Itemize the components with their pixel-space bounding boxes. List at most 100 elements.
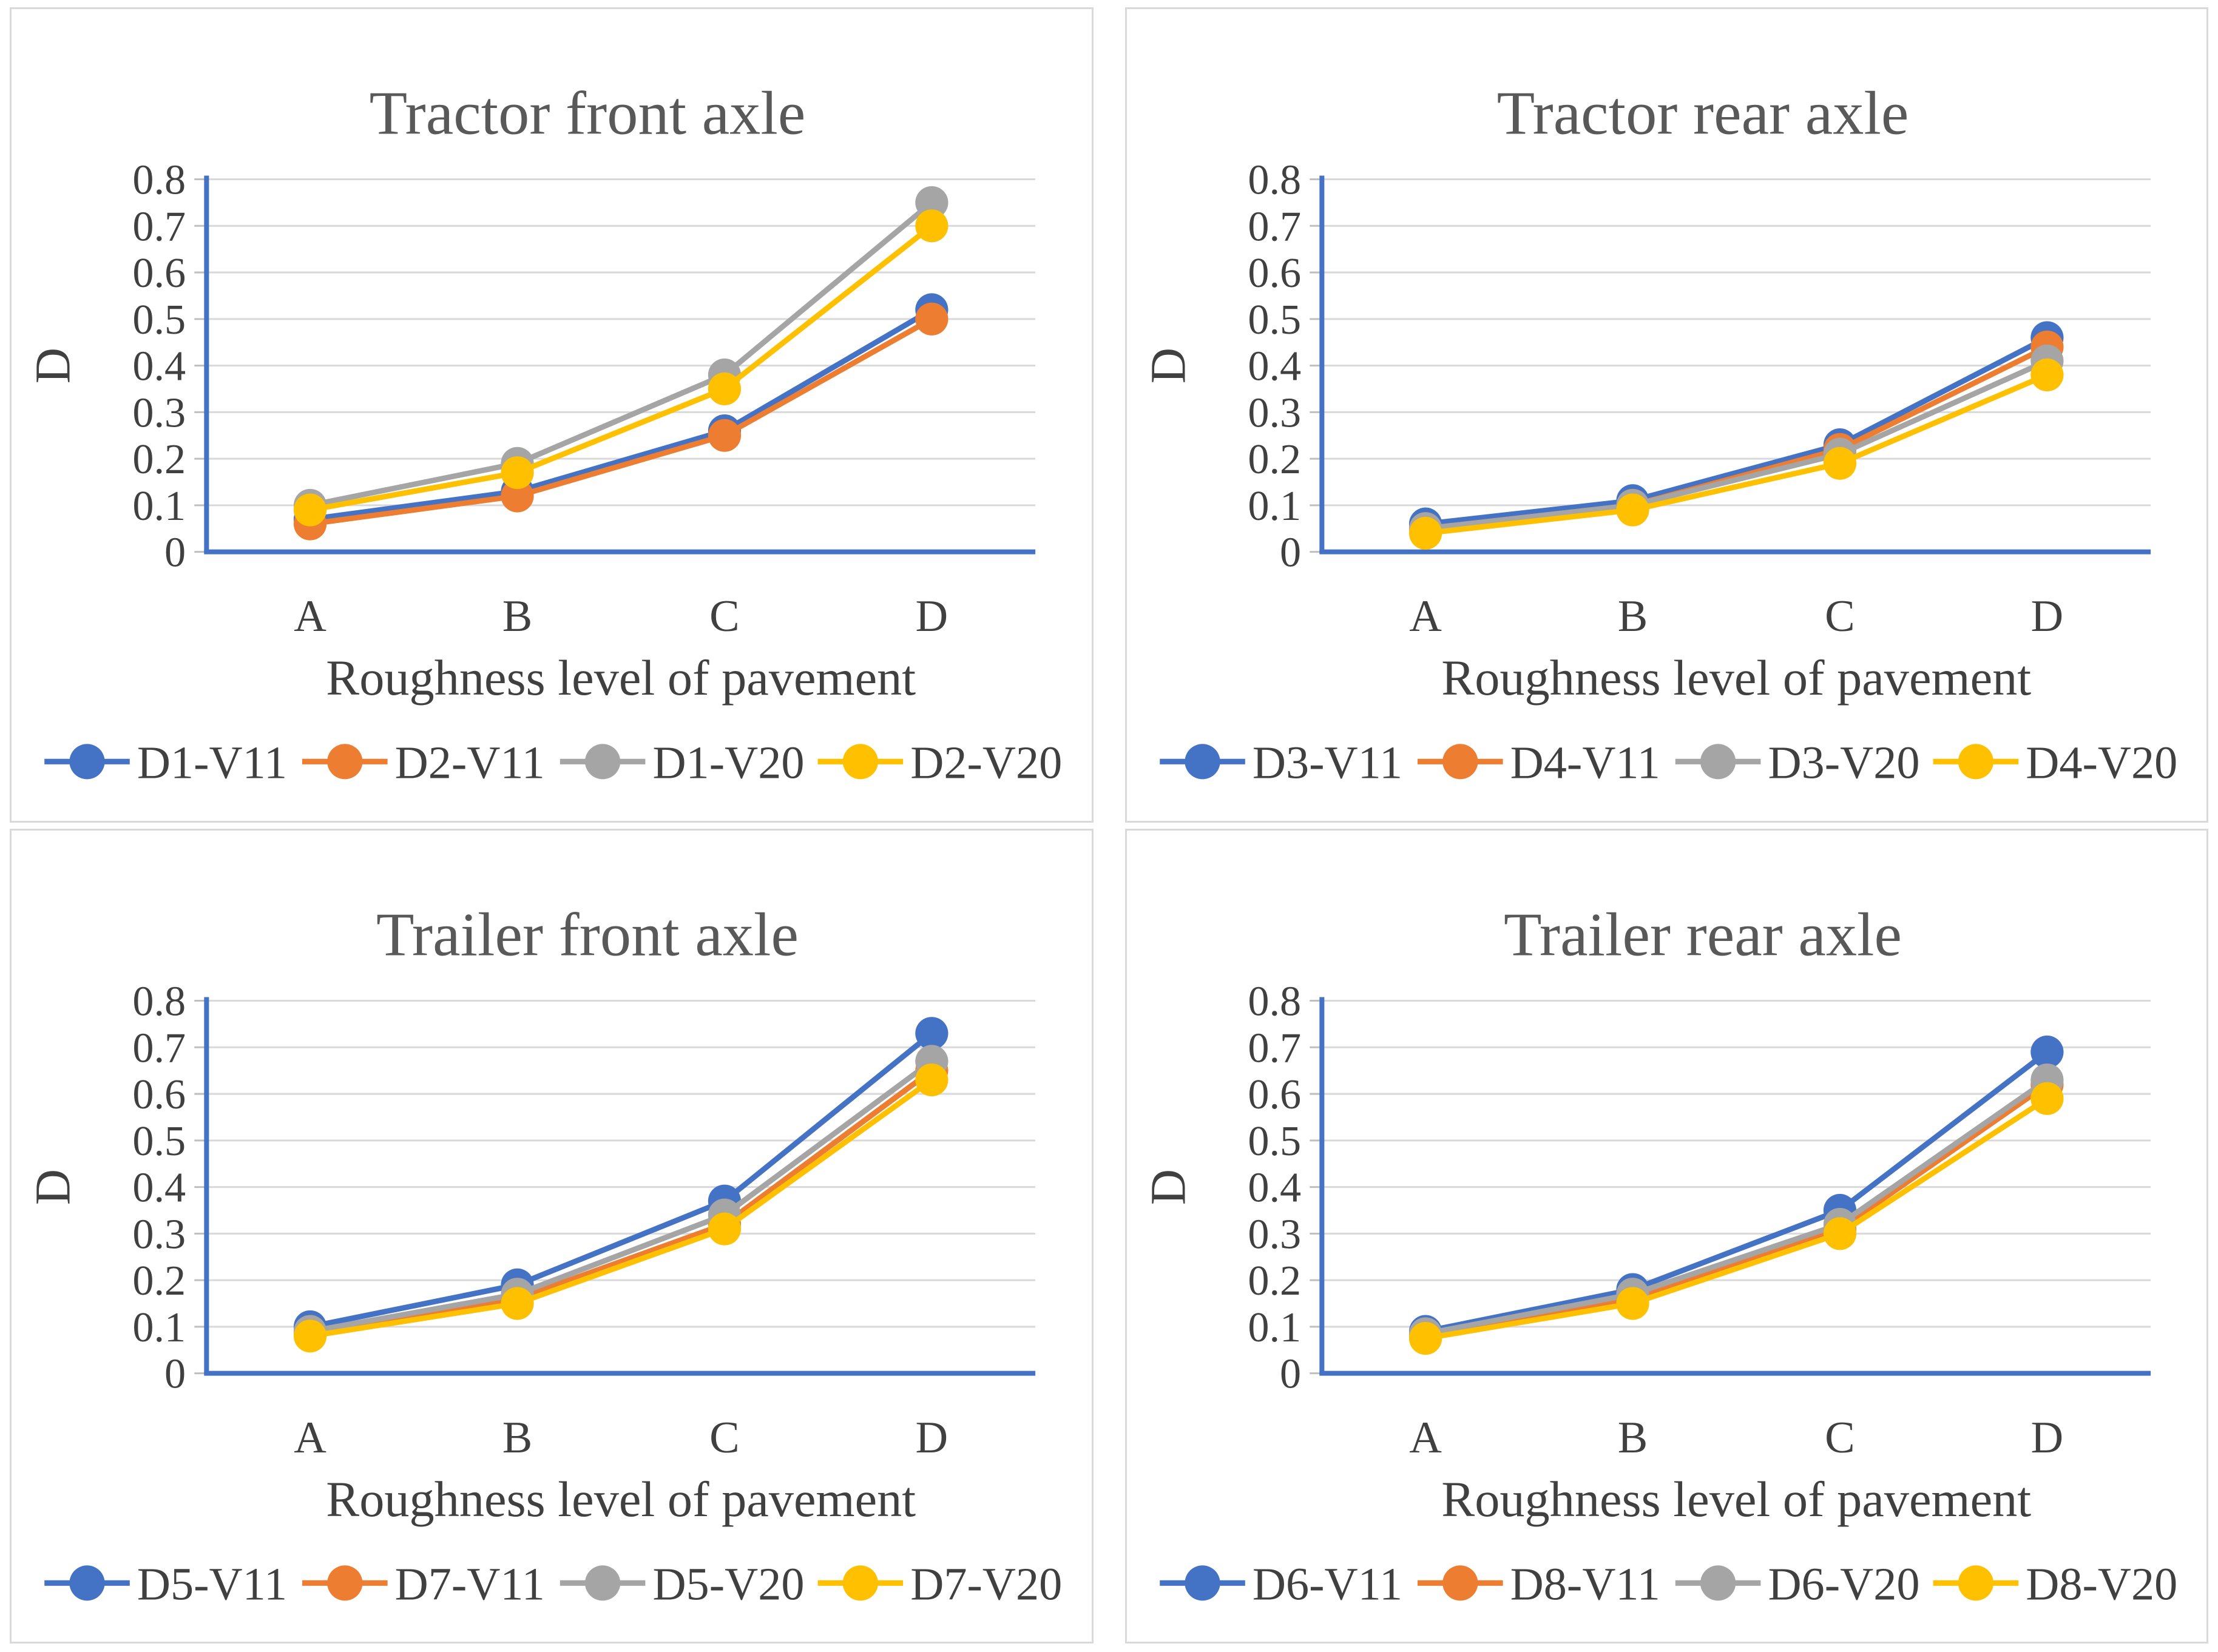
y-tick-label: 0.6 (132, 1071, 186, 1118)
x-axis-tick-labels: A B C D (1409, 1412, 2063, 1462)
legend-label-d4-v11: D4-V11 (1510, 737, 1660, 788)
data-point-d4-v20-b (1615, 493, 1649, 527)
legend-marker-d1-v20 (584, 744, 621, 780)
legend-label-d4-v20: D4-V20 (2026, 737, 2177, 788)
chart-title: Trailer rear axle (1504, 900, 1902, 969)
legend-label-d8-v20: D8-V20 (2026, 1559, 2177, 1610)
legend-marker-d4-v11 (1442, 744, 1478, 780)
line-chart-trailer-rear-axle: 00.10.20.30.40.50.60.70.8 A B C D Roughness l… (1140, 900, 2177, 1610)
y-tick-label: 0.6 (1248, 1071, 1301, 1118)
y-tick-label: 0.2 (132, 1257, 186, 1304)
legend-label-d6-v11: D6-V11 (1252, 1559, 1402, 1610)
series-line-d2-v11 (307, 316, 935, 527)
y-tick-label: 0.7 (1248, 1024, 1301, 1071)
legend-marker-d7-v20 (842, 1565, 879, 1600)
legend-marker-d1-v11 (69, 744, 105, 780)
y-axis-title: D (1140, 1168, 1195, 1204)
y-tick-label: 0.4 (132, 1164, 186, 1211)
legend-label-d8-v11: D8-V11 (1510, 1559, 1660, 1610)
gridlines (1309, 999, 2151, 1374)
data-point-d1-v20-d (915, 186, 948, 219)
x-tick-label-a: A (294, 1412, 326, 1462)
y-tick-label: 0 (164, 1350, 186, 1397)
data-point-d2-v11-b (501, 479, 534, 513)
legend-label-d2-v11: D2-V11 (395, 737, 545, 788)
y-tick-label: 0 (164, 529, 186, 576)
legend-marker-d3-v11 (1184, 744, 1220, 780)
x-tick-label-b: B (1617, 592, 1648, 641)
legend-item-d3-v20: D3-V20 (1675, 737, 1919, 788)
legend-item-d2-v20: D2-V20 (817, 737, 1062, 788)
legend-marker-d6-v11 (1184, 1565, 1220, 1600)
legend-item-d7-v11: D7-V11 (302, 1559, 545, 1610)
series-d8-v11 (1408, 1068, 2064, 1352)
legend-item-d8-v11: D8-V11 (1417, 1559, 1660, 1610)
legend-label-d5-v20: D5-V20 (652, 1559, 804, 1610)
data-point-d8-v20-c (1823, 1216, 1856, 1250)
legend-item-d5-v20: D5-V20 (560, 1559, 805, 1610)
series-d1-v11 (293, 293, 948, 536)
series-d4-v20 (1408, 358, 2064, 550)
y-tick-label: 0.2 (1248, 436, 1301, 483)
x-tick-label-d: D (2030, 592, 2063, 641)
chart-panel-tractor-front-axle: 0 0.1 0.2 0.3 0.4 0.5 0.6 0.7 0.8 A B C D Roughness l… (10, 7, 1094, 823)
x-tick-label-d: D (916, 592, 948, 641)
legend-item-d1-v11: D1-V11 (44, 737, 287, 788)
line-chart-tractor-rear-axle: 00.10.20.30.40.50.60.70.8 A B C D Roughness l… (1140, 79, 2177, 788)
series-line-d2-v20 (307, 223, 935, 513)
series-d3-v11 (1408, 321, 2064, 541)
y-tick-label: 0.3 (132, 389, 186, 436)
y-axis-tick-labels: 00.10.20.30.40.50.60.70.8 (1248, 157, 1301, 576)
y-tick-label: 0.5 (1248, 1117, 1301, 1164)
legend-marker-d5-v11 (69, 1565, 105, 1600)
x-axis-tick-labels: A B C D (294, 1412, 948, 1462)
y-axis-tick-labels: 00.10.20.30.40.50.60.70.8 (1248, 977, 1301, 1397)
legend-item-d3-v11: D3-V11 (1159, 737, 1402, 788)
data-point-d7-v20-b (501, 1286, 534, 1320)
x-tick-label-d: D (2030, 1412, 2063, 1462)
y-tick-label: 0.3 (1248, 1210, 1301, 1258)
data-point-d8-v20-a (1408, 1321, 1442, 1355)
y-tick-label: 0.2 (132, 436, 186, 483)
y-tick-label: 0.7 (132, 203, 186, 250)
y-tick-label: 0.4 (1248, 343, 1301, 390)
series-line-d5-v11 (307, 1030, 935, 1329)
series-line-d1-v11 (307, 306, 935, 522)
y-tick-label: 0.8 (132, 157, 186, 204)
legend-label-d5-v11: D5-V11 (137, 1559, 287, 1610)
series-d6-v11 (1408, 1035, 2064, 1348)
legend-item-d2-v11: D2-V11 (302, 737, 545, 788)
series-line-d5-v20 (307, 1058, 935, 1334)
legend-marker-d6-v20 (1700, 1565, 1736, 1600)
legend-item-d8-v20: D8-V20 (1933, 1559, 2177, 1610)
legend-marker-d7-v11 (327, 1565, 363, 1600)
y-tick-label: 0.6 (132, 249, 186, 297)
x-axis-title: Roughness level of pavement (1441, 650, 2031, 706)
series-line-d4-v20 (1422, 372, 2050, 536)
data-point-d8-v20-d (2030, 1082, 2064, 1115)
legend-item-d7-v20: D7-V20 (817, 1559, 1062, 1610)
legend-label-d3-v20: D3-V20 (1768, 737, 1919, 788)
data-point-d2-v20-c (708, 372, 742, 406)
x-axis-tick-labels: A B C D (294, 592, 948, 641)
x-axis-title: Roughness level of pavement (326, 1472, 916, 1527)
legend: D3-V11 D4-V11 D3-V20 D4-V20 (1159, 737, 2177, 788)
series-d1-v20 (293, 186, 948, 522)
gridlines (1309, 178, 2151, 553)
chart-title: Trailer front axle (376, 900, 799, 969)
y-tick-label: 0.5 (132, 1117, 186, 1164)
y-tick-label: 0.1 (132, 1304, 186, 1351)
legend-label-d2-v20: D2-V20 (910, 737, 1062, 788)
legend: D6-V11 D8-V11 D6-V20 D8-V20 (1159, 1559, 2177, 1610)
y-tick-label: 0 (1280, 1350, 1301, 1397)
x-axis-title: Roughness level of pavement (1441, 1472, 2031, 1527)
legend-marker-d5-v20 (584, 1565, 621, 1600)
y-tick-label: 0.1 (132, 482, 186, 530)
chart-title: Tractor front axle (370, 79, 806, 147)
y-tick-label: 0.1 (1248, 482, 1301, 530)
x-tick-label-a: A (1409, 1412, 1442, 1462)
data-point-d2-v20-b (501, 456, 534, 490)
series-line-d8-v11 (1422, 1081, 2050, 1339)
x-axis-title: Roughness level of pavement (326, 650, 916, 706)
